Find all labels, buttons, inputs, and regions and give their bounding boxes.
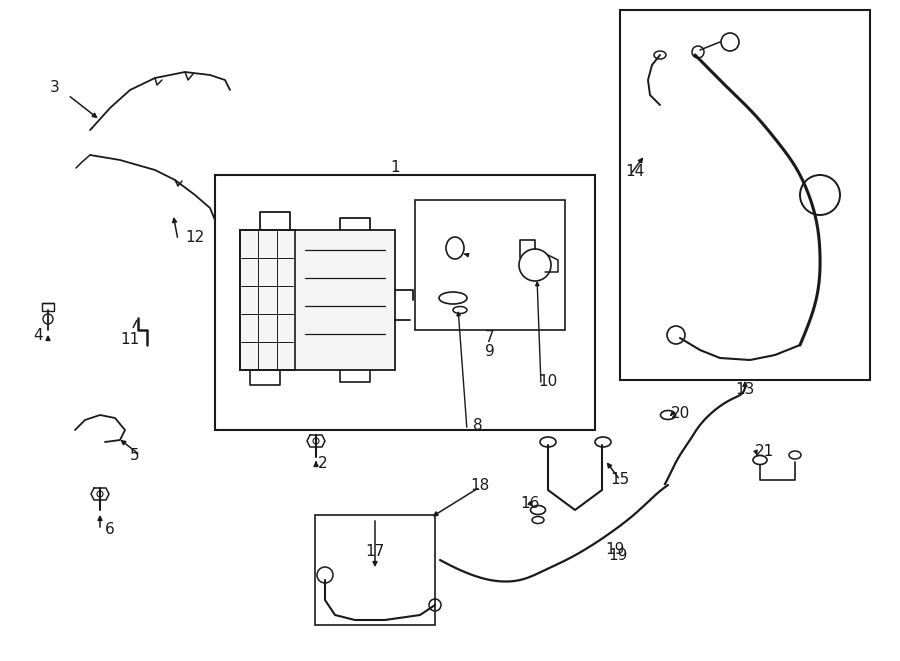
Text: 2: 2 (319, 455, 328, 471)
Text: 18: 18 (471, 477, 490, 492)
Text: 21: 21 (755, 444, 775, 459)
Text: 3: 3 (50, 79, 60, 95)
Text: 10: 10 (538, 375, 558, 389)
Text: 4: 4 (33, 327, 43, 342)
Text: 16: 16 (520, 496, 540, 510)
Bar (215, 175, 595, 430)
Text: 12: 12 (185, 229, 204, 245)
Bar (315, 515, 435, 625)
Text: 11: 11 (121, 332, 140, 348)
Text: 20: 20 (670, 405, 689, 420)
Text: 7: 7 (485, 330, 495, 346)
Text: 17: 17 (365, 545, 384, 559)
Bar (240, 230, 395, 370)
Bar (620, 10, 870, 380)
Text: 19: 19 (606, 543, 625, 557)
Text: 8: 8 (473, 418, 482, 432)
Text: 15: 15 (610, 473, 630, 488)
Text: 1: 1 (391, 161, 400, 176)
Text: 13: 13 (735, 383, 755, 397)
Text: 14: 14 (626, 165, 644, 180)
Text: 5: 5 (130, 447, 140, 463)
Text: 19: 19 (608, 547, 627, 563)
Bar (240, 230, 295, 370)
Bar (42, 303, 54, 311)
Text: 6: 6 (105, 522, 115, 537)
Text: 9: 9 (485, 344, 495, 360)
Bar (415, 200, 565, 330)
